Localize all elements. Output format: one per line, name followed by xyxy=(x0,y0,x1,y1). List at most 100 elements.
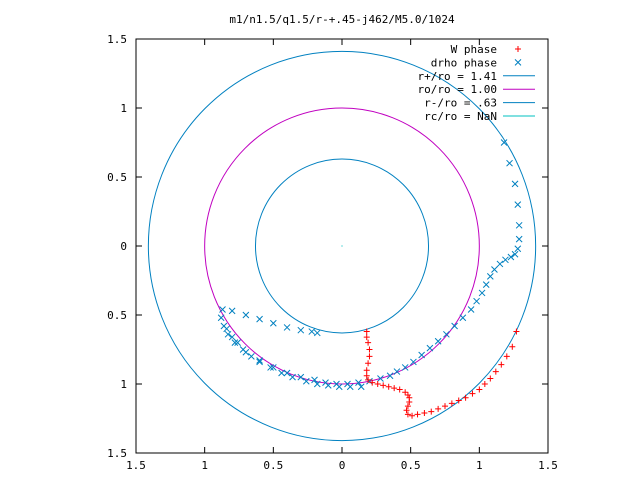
x-marker xyxy=(217,314,225,322)
x-marker xyxy=(357,383,365,391)
x-marker xyxy=(401,364,409,371)
x-marker xyxy=(224,330,232,338)
legend-label: rc/ro = NaN xyxy=(424,110,497,123)
origin-dot xyxy=(341,245,343,247)
radius-circle xyxy=(147,50,537,442)
plus-marker xyxy=(414,411,421,418)
x-marker xyxy=(289,373,296,381)
x-marker xyxy=(355,379,362,386)
x-marker xyxy=(443,330,450,338)
axis-ticks xyxy=(135,38,549,454)
x-marker xyxy=(239,346,247,353)
x-marker xyxy=(313,329,321,337)
plus-marker xyxy=(365,376,372,383)
plus-marker xyxy=(404,392,411,399)
x-marker xyxy=(511,180,519,188)
x-marker xyxy=(467,306,475,313)
x-marker xyxy=(511,250,519,258)
x-marker xyxy=(418,351,426,359)
plus-marker xyxy=(421,409,428,416)
plus-marker xyxy=(515,46,521,52)
x-marker xyxy=(283,369,291,377)
x-marker xyxy=(267,364,274,371)
radius-circles xyxy=(147,50,537,442)
chart-title: m1/n1.5/q1.5/r-+.45-j462/M5.0/1024 xyxy=(229,13,455,26)
x-marker xyxy=(234,339,241,346)
x-tick-label: 1.5 xyxy=(538,459,558,472)
x-marker xyxy=(346,383,354,391)
x-marker xyxy=(324,382,332,389)
y-tick-label: 1.5 xyxy=(107,33,127,46)
x-tick-label: 0.5 xyxy=(263,459,283,472)
x-marker xyxy=(514,59,522,66)
x-marker xyxy=(486,273,494,280)
plus-marker xyxy=(363,334,370,341)
x-tick-label: 0.5 xyxy=(401,459,421,472)
plus-marker xyxy=(406,398,413,405)
y-tick-label: 0.5 xyxy=(107,309,127,322)
x-tick-label: 0 xyxy=(339,459,346,472)
plus-marker xyxy=(481,381,488,387)
radius-circle xyxy=(254,158,430,334)
x-marker xyxy=(502,256,509,264)
x-marker xyxy=(269,319,277,327)
y-tick-label: 0 xyxy=(120,240,127,253)
plus-marker xyxy=(385,383,392,390)
plus-marker xyxy=(462,394,469,401)
plus-marker xyxy=(396,386,403,393)
plus-marker xyxy=(503,353,510,360)
x-marker xyxy=(482,281,490,288)
x-marker xyxy=(308,328,316,335)
x-marker xyxy=(459,314,467,322)
x-marker xyxy=(426,344,434,352)
x-marker xyxy=(514,201,522,208)
x-marker xyxy=(434,337,442,345)
x-marker xyxy=(223,325,230,333)
x-marker xyxy=(500,139,508,146)
y-tick-label: 1.5 xyxy=(107,447,127,460)
plus-marker xyxy=(374,381,381,387)
series-drho-phase xyxy=(217,139,523,391)
x-marker xyxy=(231,339,239,346)
plus-marker xyxy=(369,379,376,386)
x-marker xyxy=(302,377,310,385)
plus-marker xyxy=(487,375,494,382)
x-marker xyxy=(478,289,486,297)
x-marker xyxy=(311,376,318,384)
legend-label: r+/ro = 1.41 xyxy=(418,70,497,83)
x-marker xyxy=(297,373,305,381)
plus-marker xyxy=(442,403,448,410)
plus-marker xyxy=(448,400,455,407)
plus-marker xyxy=(365,339,372,346)
x-marker xyxy=(496,260,504,268)
plus-marker xyxy=(409,412,416,419)
plus-marker xyxy=(428,408,435,415)
x-marker xyxy=(269,364,277,371)
x-marker xyxy=(377,375,384,382)
x-marker xyxy=(242,311,250,319)
x-tick-labels: 1.5 1 0.5 0 0.5 1 1.5 xyxy=(126,459,558,472)
plus-marker xyxy=(363,328,370,335)
y-tick-labels: 1.5 1 0.5 0 0.5 1 1.5 xyxy=(107,33,127,460)
plus-marker xyxy=(435,405,442,412)
x-marker xyxy=(473,297,480,305)
plus-marker xyxy=(365,360,372,367)
x-marker xyxy=(393,368,401,375)
plus-marker xyxy=(363,372,370,379)
plus-marker xyxy=(403,407,410,414)
series-w-phase xyxy=(363,328,520,419)
x-marker xyxy=(313,380,321,388)
x-marker xyxy=(506,159,513,167)
x-marker xyxy=(515,221,523,229)
legend-label: r-/ro = .63 xyxy=(424,97,497,110)
x-tick-label: 1 xyxy=(201,459,208,472)
plus-marker xyxy=(363,367,370,374)
x-marker xyxy=(366,377,373,385)
x-marker xyxy=(514,245,522,253)
x-marker xyxy=(219,306,226,313)
x-marker xyxy=(335,383,343,391)
plus-marker xyxy=(404,411,411,418)
plus-marker xyxy=(404,403,411,410)
